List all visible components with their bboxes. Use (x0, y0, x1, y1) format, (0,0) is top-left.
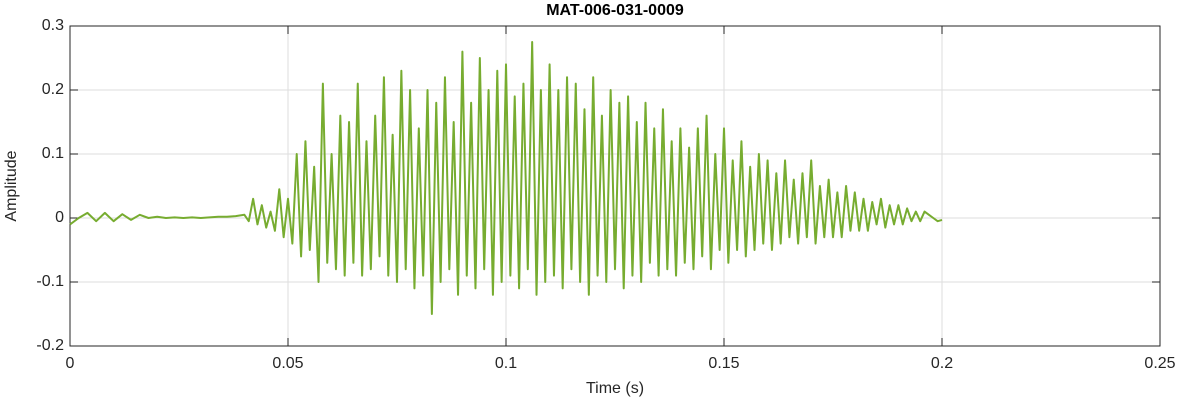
x-axis-label: Time (s) (586, 380, 644, 397)
y-tick-label: -0.2 (36, 337, 64, 354)
x-tick-label: 0.15 (708, 355, 739, 372)
y-tick-label: 0.1 (42, 145, 64, 162)
y-axis-label: Amplitude (3, 150, 20, 221)
x-tick-label: 0.25 (1144, 355, 1175, 372)
y-tick-label: -0.1 (36, 273, 64, 290)
y-tick-label: 0 (55, 209, 64, 226)
y-tick-label: 0.3 (42, 17, 64, 34)
x-tick-label: 0 (66, 355, 75, 372)
y-tick-label: 0.2 (42, 81, 64, 98)
chart-title: MAT-006-031-0009 (546, 2, 684, 19)
x-tick-label: 0.1 (495, 355, 517, 372)
plot-frame (69, 25, 1161, 347)
x-tick-label: 0.2 (931, 355, 953, 372)
data-line (69, 41, 943, 315)
x-tick-label: 0.05 (272, 355, 303, 372)
